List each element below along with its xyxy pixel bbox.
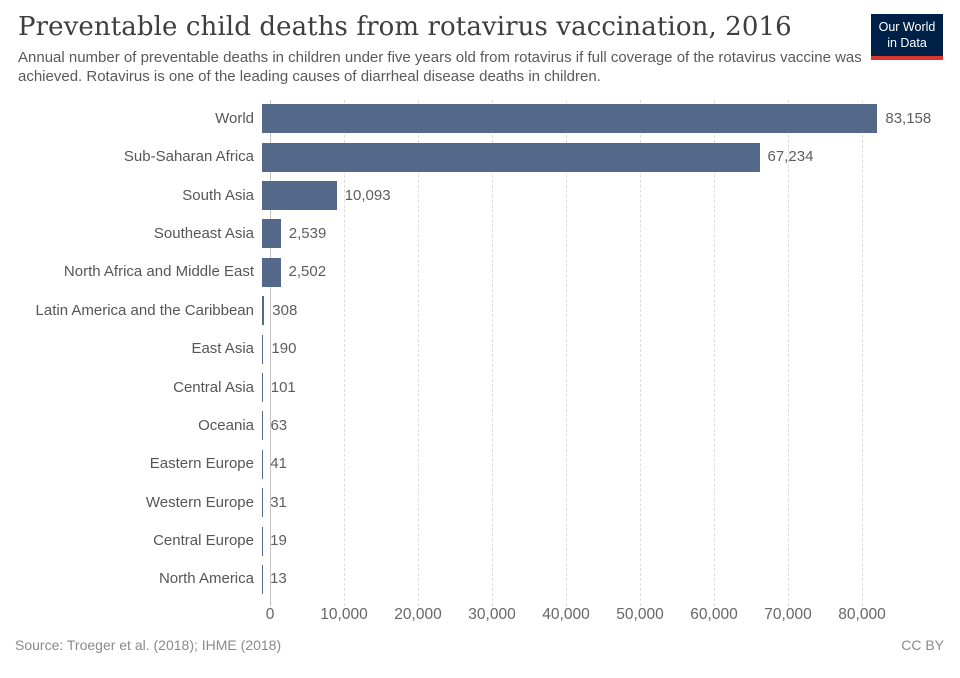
bar[interactable] (262, 219, 281, 249)
bar-track: 13 (262, 560, 960, 598)
value-label: 190 (271, 340, 297, 358)
owid-logo[interactable]: Our World in Data (871, 14, 943, 60)
bar-track: 2,539 (262, 215, 960, 253)
value-label: 2,502 (288, 263, 327, 281)
value-label: 10,093 (344, 186, 391, 204)
chart-header: Preventable child deaths from rotavirus … (0, 0, 960, 87)
bar-track: 308 (262, 292, 960, 330)
bar-track: 41 (262, 445, 960, 483)
x-tick-label: 40,000 (542, 605, 590, 623)
bar[interactable] (262, 257, 281, 287)
value-label: 83,158 (885, 109, 932, 127)
bar-track: 67,234 (262, 138, 960, 176)
x-tick-label: 10,000 (320, 605, 368, 623)
chart-row: South Asia 10,093 (0, 177, 960, 215)
bar-track: 190 (262, 330, 960, 368)
category-label: Central Europe (153, 532, 254, 550)
category-label: Latin America and the Caribbean (35, 301, 254, 319)
chart-row: Western Europe 31 (0, 484, 960, 522)
x-tick-label: 0 (265, 605, 275, 623)
chart-title: Preventable child deaths from rotavirus … (18, 12, 792, 42)
value-label: 13 (270, 570, 287, 588)
x-tick-label: 70,000 (764, 605, 812, 623)
chart-row: Latin America and the Caribbean 308 (0, 292, 960, 330)
value-label: 2,539 (288, 224, 327, 242)
category-label: Central Asia (173, 378, 254, 396)
source-note: Source: Troeger et al. (2018); IHME (201… (15, 636, 282, 653)
bar-track: 101 (262, 369, 960, 407)
chart-subtitle: Annual number of preventable deaths in c… (18, 49, 862, 85)
bar-track: 2,502 (262, 253, 960, 291)
chart-row: North Africa and Middle East 2,502 (0, 253, 960, 291)
bar[interactable] (262, 296, 265, 326)
bar-track: 83,158 (262, 100, 960, 138)
category-label: North Africa and Middle East (63, 263, 254, 281)
bar-track: 19 (262, 522, 960, 560)
owid-logo-line2: in Data (887, 36, 927, 51)
category-label: South Asia (182, 186, 254, 204)
bar[interactable] (262, 373, 263, 403)
chart-row: Southeast Asia 2,539 (0, 215, 960, 253)
x-tick-label: 20,000 (394, 605, 442, 623)
bar[interactable] (262, 411, 263, 441)
bar[interactable] (262, 181, 337, 211)
chart-row: Sub-Saharan Africa 67,234 (0, 138, 960, 176)
chart-footer: Source: Troeger et al. (2018); IHME (201… (0, 637, 960, 653)
category-label: Oceania (198, 416, 254, 434)
license-label[interactable]: CC BY (901, 636, 944, 653)
bar[interactable] (262, 334, 264, 364)
chart-row: East Asia 190 (0, 330, 960, 368)
chart-row: Oceania 63 (0, 407, 960, 445)
x-tick-label: 50,000 (616, 605, 664, 623)
bar-track: 63 (262, 407, 960, 445)
category-label: East Asia (191, 340, 254, 358)
value-label: 41 (270, 455, 287, 473)
bar-chart: World 83,158 Sub-Saharan Africa 67,234 South… (0, 99, 960, 629)
value-label: 31 (270, 493, 287, 511)
category-label: North America (158, 570, 254, 588)
category-label: World (215, 109, 254, 127)
bar[interactable] (262, 104, 878, 134)
category-label: Southeast Asia (153, 224, 254, 242)
value-label: 67,234 (767, 148, 814, 166)
category-label: Eastern Europe (149, 455, 254, 473)
bar[interactable] (262, 142, 760, 172)
x-tick-label: 30,000 (468, 605, 516, 623)
category-label: Sub-Saharan Africa (123, 148, 254, 166)
value-label: 63 (270, 416, 288, 434)
value-label: 101 (270, 378, 296, 396)
value-label: 19 (270, 532, 287, 550)
category-label: Western Europe (145, 493, 254, 511)
value-label: 308 (272, 301, 298, 319)
chart-row: World 83,158 (0, 100, 960, 138)
chart-row: Eastern Europe 41 (0, 445, 960, 483)
chart-row: Central Europe 19 (0, 522, 960, 560)
bar-rows: World 83,158 Sub-Saharan Africa 67,234 South… (0, 100, 960, 599)
x-tick-label: 60,000 (690, 605, 738, 623)
bar-track: 10,093 (262, 177, 960, 215)
x-tick-label: 80,000 (838, 605, 886, 623)
x-axis: 0 10,000 20,000 30,000 40,000 50,000 60,000 70,… (266, 599, 960, 629)
chart-row: North America 13 (0, 560, 960, 598)
owid-logo-line1: Our World (878, 20, 936, 34)
chart-row: Central Asia 101 (0, 369, 960, 407)
bar-track: 31 (262, 484, 960, 522)
